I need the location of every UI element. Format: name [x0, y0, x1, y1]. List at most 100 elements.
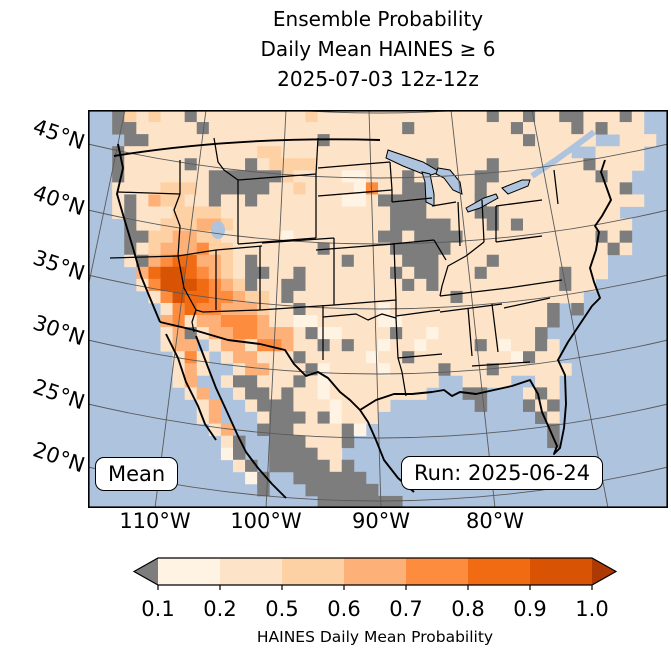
- grid-cell: [462, 339, 476, 352]
- grid-cell: [281, 423, 294, 437]
- grid-cell: [486, 278, 500, 292]
- grid-cell: [305, 459, 318, 473]
- lake: [501, 179, 531, 195]
- grid-cell: [172, 134, 186, 147]
- grid-cell: [365, 387, 379, 400]
- grid-cell: [571, 110, 584, 123]
- grid-cell: [220, 339, 234, 352]
- grid-cell: [305, 351, 318, 364]
- parallel-line: [88, 209, 668, 245]
- grid-cell: [317, 435, 331, 449]
- grid-cell: [160, 218, 173, 232]
- grid-cell: [220, 435, 234, 449]
- grid-cell: [341, 266, 355, 280]
- lake: [435, 167, 463, 195]
- grid-cell: [220, 290, 234, 304]
- grid-cell: [148, 230, 161, 244]
- grid-cell: [196, 170, 210, 183]
- coastlines: [113, 138, 612, 499]
- grid-cell: [498, 351, 512, 364]
- lat-tick-label: 20°N: [30, 437, 88, 478]
- grid-cell: [402, 290, 415, 304]
- grid-cell: [124, 146, 137, 159]
- grid-cell: [196, 315, 210, 328]
- grid-cell: [390, 351, 403, 364]
- grid-cell: [305, 447, 318, 461]
- grid-cell: [523, 134, 536, 147]
- grid-cell: [547, 254, 560, 268]
- grid-cell: [402, 206, 415, 219]
- grid-cell: [450, 339, 463, 352]
- state-border-line: [471, 361, 531, 367]
- grid-cell: [281, 110, 294, 123]
- grid-cell: [293, 110, 306, 123]
- grid-cell: [281, 254, 294, 268]
- grid-cell: [233, 459, 246, 473]
- grid-cell: [317, 194, 331, 207]
- grid-cell: [510, 363, 524, 376]
- grid-cell: [365, 110, 379, 123]
- grid-cell: [486, 146, 500, 159]
- grid-cell: [559, 363, 572, 376]
- grid-cell: [184, 146, 198, 159]
- grid-cell: [547, 122, 560, 135]
- grid-cell: [281, 435, 294, 449]
- grid-cell: [378, 206, 391, 219]
- grid-cell: [498, 254, 512, 268]
- grid-cell: [208, 122, 222, 135]
- grid-cell: [269, 399, 282, 412]
- grid-cell: [571, 182, 584, 195]
- grid-cell: [329, 471, 343, 485]
- grid-cell: [317, 278, 331, 292]
- coastline-path: [359, 159, 612, 455]
- grid-cell: [426, 375, 439, 388]
- state-border-line: [317, 189, 393, 197]
- grid-cell: [607, 158, 621, 171]
- grid-cell: [486, 242, 500, 256]
- grid-cell: [136, 242, 149, 256]
- grid-cell: [378, 315, 391, 328]
- grid-cell: [559, 206, 572, 219]
- grid-cell: [305, 242, 318, 256]
- grid-cell: [341, 339, 355, 352]
- grid-cell: [281, 290, 294, 304]
- grid-cell: [329, 339, 343, 352]
- grid-cell: [595, 194, 608, 207]
- grid-cell: [317, 339, 331, 352]
- grid-cell: [148, 218, 161, 232]
- lon-tick-label: 100°W: [230, 509, 302, 533]
- lon-tick-label: 80°W: [466, 509, 524, 533]
- grid-cell: [378, 230, 391, 244]
- grid-cell: [341, 471, 355, 485]
- grid-cell: [378, 278, 391, 292]
- grid-cell: [257, 110, 270, 123]
- grid-cell: [510, 218, 524, 232]
- grid-cell: [414, 351, 427, 364]
- grid-cell: [535, 254, 548, 268]
- state-border-line: [439, 287, 509, 297]
- grid-cell: [450, 206, 463, 219]
- grid-cell: [220, 110, 234, 123]
- grid-cell: [353, 327, 367, 340]
- grid-cell: [571, 266, 584, 280]
- grid-cell: [257, 351, 270, 364]
- grid-cell: [220, 423, 234, 437]
- grid-cell: [353, 194, 367, 207]
- grid-cell: [233, 254, 246, 268]
- state-border-line: [333, 299, 397, 306]
- grid-cell: [631, 122, 645, 135]
- grid-cell: [341, 194, 355, 207]
- grid-cell: [220, 194, 234, 207]
- grid-cell: [353, 254, 367, 268]
- grid-cell: [233, 206, 246, 219]
- grid-cell: [269, 122, 282, 135]
- grid-cell: [329, 327, 343, 340]
- grid-cell: [341, 182, 355, 195]
- grid-cell: [245, 290, 258, 304]
- grid-cell: [438, 158, 451, 171]
- lon-tick-label: 90°W: [352, 509, 410, 533]
- grid-cell: [547, 375, 560, 388]
- grid-cell: [220, 134, 234, 147]
- state-border-line: [507, 279, 563, 289]
